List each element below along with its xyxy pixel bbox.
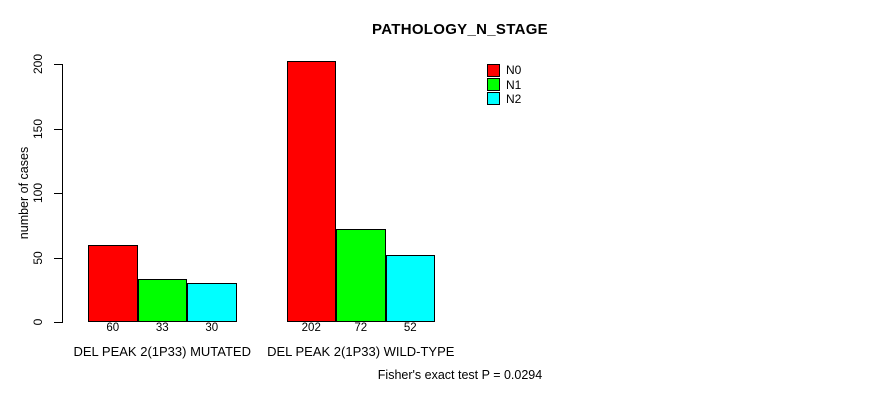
y-axis-tick bbox=[54, 322, 62, 323]
legend-swatch-n1 bbox=[487, 78, 500, 92]
bar-n1-group1 bbox=[137, 279, 187, 322]
bar-value-label: 72 bbox=[354, 321, 368, 334]
x-category-label: DEL PEAK 2(1P33) WILD-TYPE bbox=[267, 343, 455, 359]
legend-item-n1: N1 bbox=[487, 77, 522, 92]
bar-value-label: 30 bbox=[205, 321, 219, 334]
annotation-text: Fisher's exact test P = 0.0294 bbox=[377, 368, 543, 382]
legend-label: N1 bbox=[506, 77, 522, 92]
y-axis-tick bbox=[54, 193, 62, 194]
bar-value-label: 52 bbox=[403, 321, 417, 334]
bar-n0-group1 bbox=[88, 244, 138, 322]
y-tick-label: 200 bbox=[31, 53, 45, 75]
legend-item-n0: N0 bbox=[487, 63, 521, 77]
x-category-label: DEL PEAK 2(1P33) MUTATED bbox=[73, 343, 251, 359]
bar-n1-group2 bbox=[336, 229, 386, 322]
legend-label: N2 bbox=[506, 91, 522, 106]
legend-item-n2: N2 bbox=[487, 92, 521, 106]
y-tick-label: 100 bbox=[31, 182, 45, 204]
chart-title: PATHOLOGY_N_STAGE bbox=[372, 21, 548, 38]
legend-swatch-n0 bbox=[487, 63, 500, 77]
y-axis-line bbox=[62, 64, 63, 323]
y-axis-tick bbox=[54, 64, 62, 65]
y-tick-label: 50 bbox=[31, 250, 45, 265]
legend-label: N0 bbox=[506, 63, 522, 78]
bar-n0-group2 bbox=[286, 61, 336, 322]
legend-swatch-n2 bbox=[487, 92, 500, 106]
y-axis-tick bbox=[54, 257, 62, 259]
bar-n2-group1 bbox=[187, 283, 237, 322]
y-tick-label: 150 bbox=[31, 118, 45, 139]
bar-value-label: 33 bbox=[155, 321, 169, 334]
bar-value-label: 60 bbox=[106, 321, 120, 334]
legend: N0 N1 N2 bbox=[487, 63, 521, 106]
y-axis-tick bbox=[54, 128, 62, 130]
bar-n2-group2 bbox=[385, 254, 435, 322]
y-tick-label: 0 bbox=[31, 318, 45, 326]
bar-value-label: 202 bbox=[301, 321, 321, 334]
